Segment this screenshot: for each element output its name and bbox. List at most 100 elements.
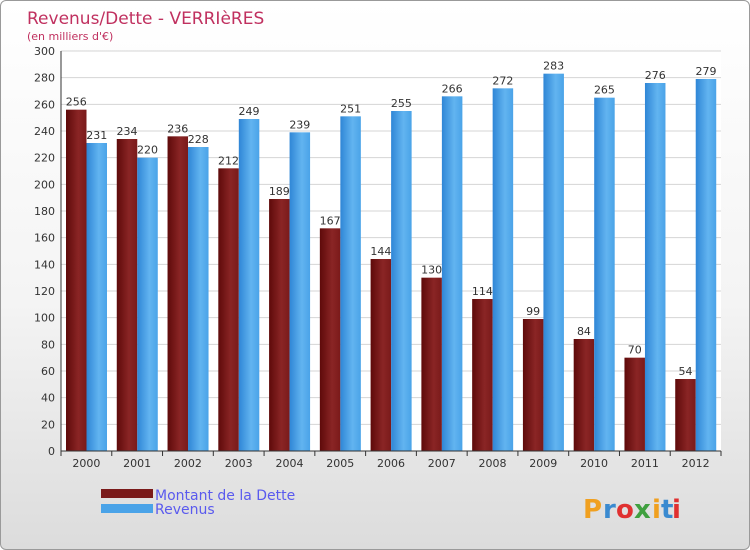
data-label: 189 <box>269 185 290 198</box>
y-tick-label: 60 <box>41 365 55 378</box>
y-tick-label: 300 <box>34 45 55 58</box>
legend-swatch-debt <box>101 489 153 498</box>
data-label: 251 <box>340 102 361 115</box>
bar-revenus <box>543 73 564 452</box>
y-tick-label: 200 <box>34 178 55 191</box>
y-tick-label: 140 <box>34 258 55 271</box>
legend: Montant de la Dette Revenus <box>101 488 295 518</box>
x-tick-label: 2006 <box>377 457 405 470</box>
chart-title: Revenus/Dette - VERRIèRES <box>27 9 264 29</box>
y-tick-label: 240 <box>34 125 55 138</box>
x-tick-label: 2007 <box>428 457 456 470</box>
data-label: 114 <box>472 285 493 298</box>
logo-letter: i <box>652 495 661 525</box>
data-label: 266 <box>442 82 463 95</box>
y-tick-label: 220 <box>34 152 55 165</box>
data-label: 130 <box>421 264 442 277</box>
y-tick-label: 20 <box>41 418 55 431</box>
x-tick-label: 2009 <box>529 457 557 470</box>
bar-revenus <box>86 143 107 451</box>
y-tick-label: 100 <box>34 312 55 325</box>
bar-dette <box>269 199 290 451</box>
bar-revenus <box>340 116 361 451</box>
data-label: 239 <box>289 118 310 131</box>
bar-dette <box>218 168 239 452</box>
data-label: 265 <box>594 84 615 97</box>
x-tick-label: 2005 <box>326 457 354 470</box>
data-label: 220 <box>137 144 158 157</box>
x-tick-label: 2008 <box>479 457 507 470</box>
logo-letter: t <box>661 495 673 525</box>
y-tick-label: 120 <box>34 285 55 298</box>
y-tick-label: 260 <box>34 98 55 111</box>
bar-dette <box>421 277 442 451</box>
data-label: 249 <box>239 105 260 118</box>
bar-dette <box>66 109 87 452</box>
bar-revenus <box>644 83 666 451</box>
bar-revenus <box>695 79 717 451</box>
y-tick-label: 80 <box>41 338 55 351</box>
data-label: 228 <box>188 133 209 146</box>
x-tick-label: 2010 <box>580 457 608 470</box>
bar-dette <box>472 299 493 451</box>
bar-revenus <box>137 157 158 451</box>
bar-dette <box>675 379 696 451</box>
legend-label-revenus: Revenus <box>155 502 215 518</box>
bar-revenus <box>391 111 412 451</box>
data-label: 236 <box>167 122 188 135</box>
bar-dette <box>116 139 138 451</box>
legend-swatch-revenus <box>101 504 153 513</box>
data-label: 167 <box>320 214 341 227</box>
bar-revenus <box>188 147 209 451</box>
logo-letter: r <box>603 495 616 525</box>
bar-revenus <box>289 132 311 452</box>
y-tick-label: 40 <box>41 392 55 405</box>
data-label: 231 <box>86 129 107 142</box>
data-label: 272 <box>492 74 513 87</box>
x-tick-label: 2012 <box>682 457 710 470</box>
bar-revenus <box>492 88 514 451</box>
data-label: 99 <box>526 305 540 318</box>
y-tick-label: 160 <box>34 232 55 245</box>
bar-dette <box>624 357 645 451</box>
data-label: 212 <box>218 154 239 167</box>
x-tick-label: 2002 <box>174 457 202 470</box>
y-tick-label: 0 <box>48 445 55 458</box>
x-tick-label: 2004 <box>275 457 303 470</box>
data-label: 276 <box>645 69 666 82</box>
x-tick-label: 2001 <box>123 457 151 470</box>
data-label: 283 <box>543 60 564 73</box>
data-label: 234 <box>117 125 138 138</box>
bar-dette <box>319 228 341 451</box>
data-label: 70 <box>628 344 642 357</box>
bar-revenus <box>441 96 463 451</box>
bar-revenus <box>594 97 615 452</box>
bar-dette <box>522 319 544 451</box>
logo-letter: o <box>616 495 634 525</box>
logo-letter: i <box>672 495 681 525</box>
data-label: 144 <box>370 245 391 258</box>
data-label: 256 <box>66 96 87 109</box>
x-tick-label: 2003 <box>225 457 253 470</box>
logo-letter: P <box>583 495 602 525</box>
data-label: 54 <box>678 365 692 378</box>
x-tick-label: 2000 <box>72 457 100 470</box>
chart-subtitle: (en milliers d'€) <box>27 30 113 43</box>
data-label: 279 <box>695 65 716 78</box>
bar-dette <box>167 136 189 452</box>
bar-dette <box>370 259 392 451</box>
y-tick-label: 280 <box>34 72 55 85</box>
x-tick-label: 2011 <box>631 457 659 470</box>
data-label: 84 <box>577 325 591 338</box>
bar-revenus <box>238 119 260 451</box>
bar-dette <box>573 339 595 451</box>
logo-letter: x <box>634 495 651 525</box>
axes: 0 20 40 60 80 100 120 140 160 180 200 220 240 260 280 3… <box>34 45 722 470</box>
y-tick-label: 180 <box>34 205 55 218</box>
legend-label-debt: Montant de la Dette <box>155 488 295 504</box>
data-label: 255 <box>391 97 412 110</box>
